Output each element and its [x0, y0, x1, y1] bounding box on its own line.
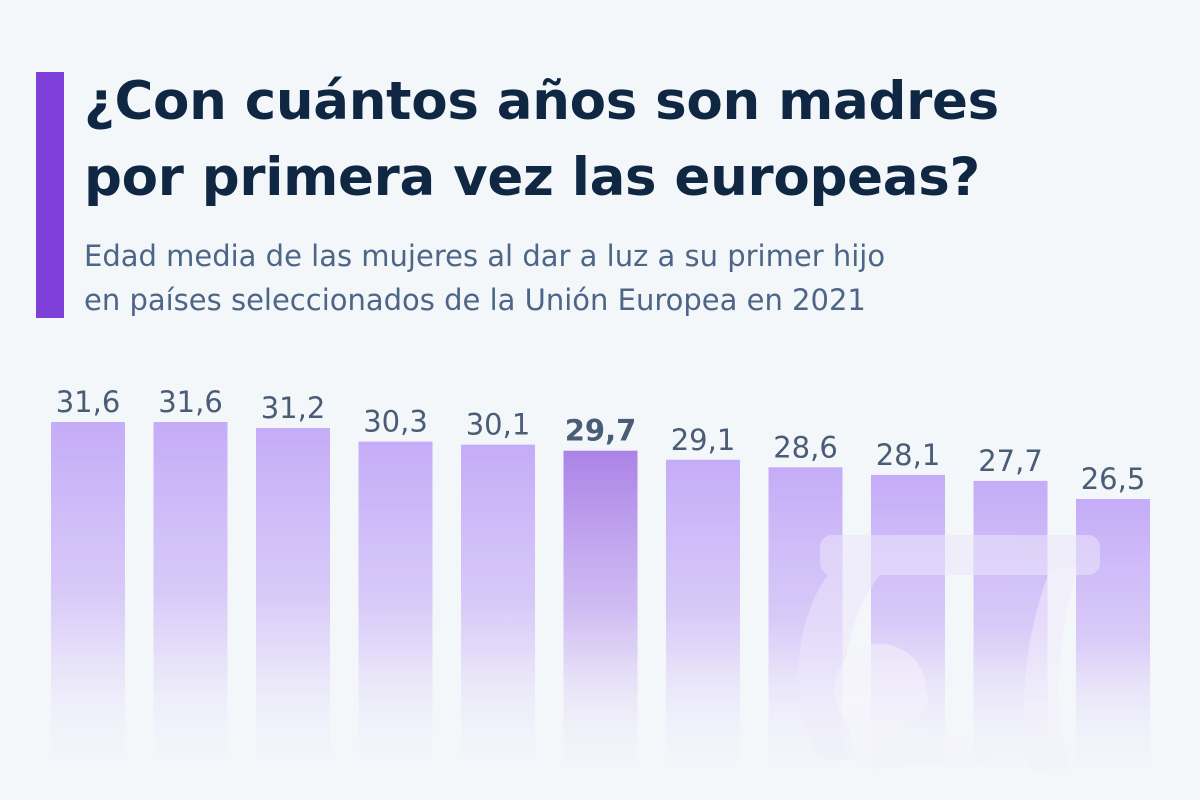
value-label-10: 27,7 [978, 444, 1043, 478]
value-label-9: 28,1 [876, 438, 941, 472]
value-label-1: 31,6 [56, 385, 121, 419]
value-label-6: 29,7 [565, 414, 637, 448]
value-label-5: 30,1 [466, 408, 531, 442]
page-subtitle: Edad media de las mujeres al dar a luz a… [84, 234, 1184, 322]
title-accent-bar [36, 72, 64, 318]
title-line-2: por primera vez las europeas? [84, 147, 980, 208]
value-label-3: 31,2 [261, 391, 326, 425]
value-label-4: 30,3 [363, 405, 428, 439]
title-line-1: ¿Con cuántos años son madres [84, 71, 999, 132]
bottom-fade-overlay [0, 650, 1200, 800]
subtitle-line-2: en países seleccionados de la Unión Euro… [84, 283, 866, 317]
value-label-8: 28,6 [773, 430, 838, 464]
subtitle-line-1: Edad media de las mujeres al dar a luz a… [84, 239, 886, 273]
value-label-2: 31,6 [158, 385, 223, 419]
value-label-7: 29,1 [671, 423, 736, 457]
page-title: ¿Con cuántos años son madres por primera… [84, 64, 1184, 216]
value-labels-layer: 31,6 31,6 31,2 30,3 30,1 29,7 29,1 28,6 28,1 27,7… [56, 385, 1146, 496]
value-label-11: 26,5 [1081, 462, 1146, 496]
